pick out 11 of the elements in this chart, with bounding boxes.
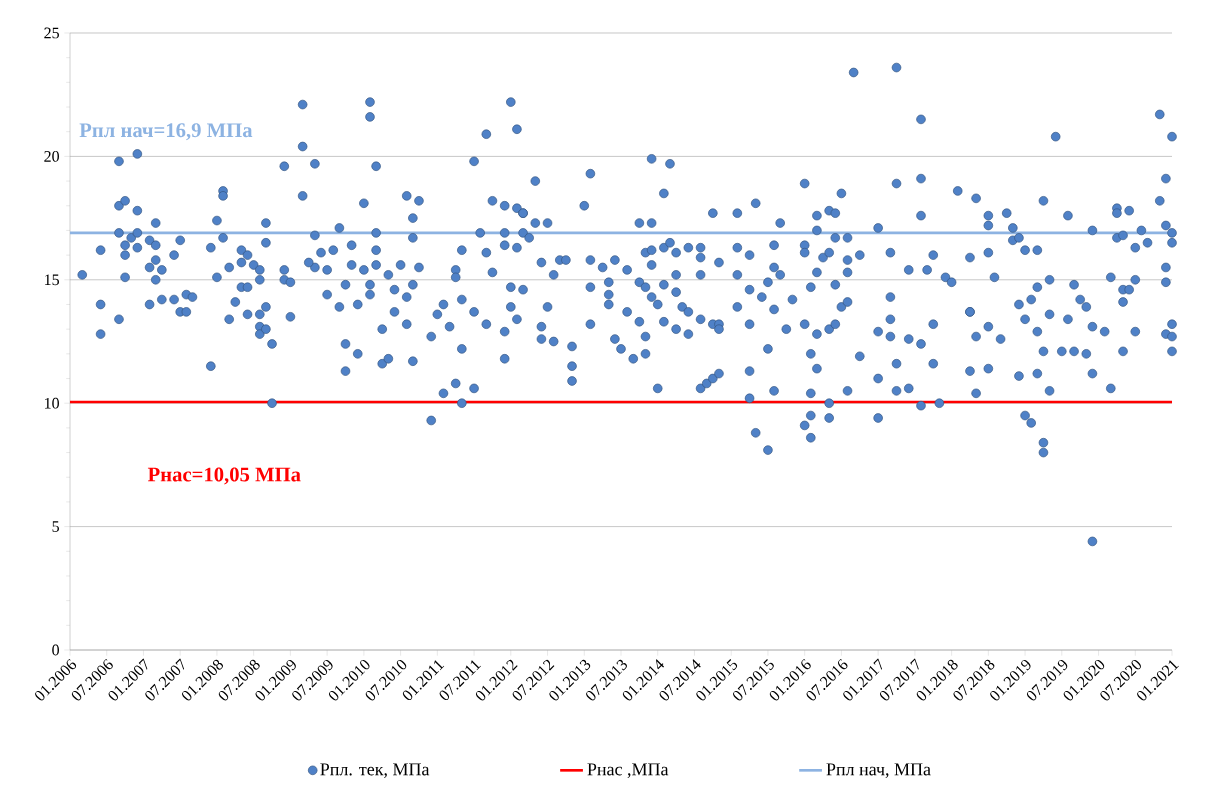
legend-label: Рпл нач, МПа (826, 763, 931, 778)
y-tick-label: 10 (45, 397, 59, 409)
y-tick-label: 25 (44, 27, 59, 39)
annotation: Рпл нач=16,9 МПа (79, 123, 253, 141)
y-tick-label: 0 (52, 644, 59, 656)
legend-label: Рпл. тек, МПа (320, 763, 430, 778)
legend-label: Рнас ,МПа (587, 763, 669, 778)
y-tick-label: 20 (44, 150, 59, 162)
annotation: Рнас=10,05 МПа (147, 467, 301, 485)
y-tick-label: 5 (52, 521, 59, 532)
y-tick-label: 15 (45, 274, 59, 286)
